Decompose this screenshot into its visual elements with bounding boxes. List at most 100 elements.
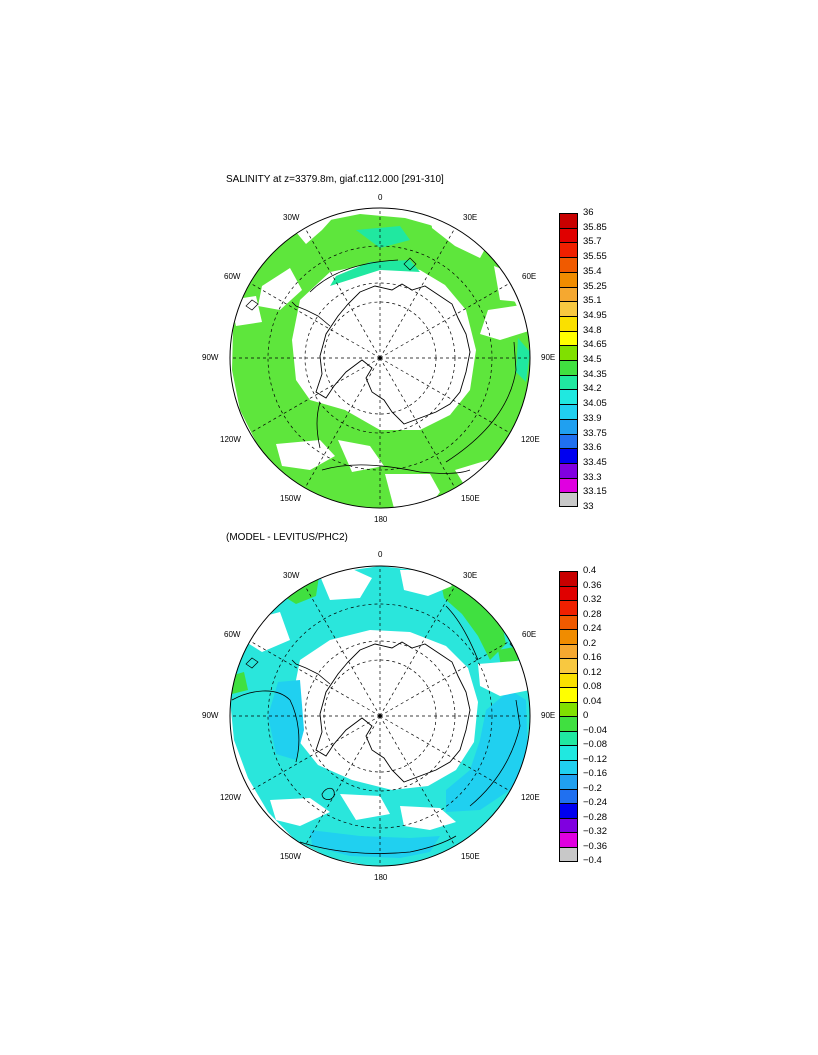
colorbar-tick-label: 0.08 [583, 681, 602, 692]
colorbar-swatch [559, 477, 578, 493]
contour-line [316, 401, 321, 449]
meridian-label-180: 180 [374, 873, 388, 882]
colorbar-swatch [559, 301, 578, 317]
contour-line [309, 259, 399, 293]
meridian-label-90e: 90E [541, 711, 556, 720]
meridian-label-60e: 60E [522, 630, 537, 639]
salinity-field [232, 214, 530, 508]
colorbar-swatch [559, 745, 578, 760]
meridian-label-150e: 150E [461, 494, 480, 503]
nodata-patch [340, 794, 390, 820]
meridian-label-0: 0 [378, 550, 383, 559]
meridian-label-60e: 60E [522, 272, 537, 281]
colorbar-tick-label: 35.7 [583, 236, 602, 248]
contour-line [445, 341, 517, 463]
meridian-label-60w: 60W [224, 272, 241, 281]
low-salinity-strip [330, 260, 420, 286]
colorbar-tick-label: −0.2 [583, 782, 602, 794]
meridian-label-60w: 60W [224, 630, 241, 639]
meridian-label-150e: 150E [461, 852, 480, 861]
colorbar-tick-label: 0.28 [583, 608, 602, 620]
colorbar-tick-label: 0.24 [583, 623, 602, 634]
colorbar-swatch [559, 730, 578, 746]
contour-line [445, 605, 479, 661]
colorbar-swatch [559, 614, 578, 630]
colorbar-tick-label: 34.95 [583, 309, 607, 321]
contour-line [469, 699, 521, 807]
colorbar-swatch [559, 492, 578, 508]
meridian-label-180: 180 [374, 515, 388, 524]
colorbar-swatch [559, 846, 578, 862]
colorbar-swatch [559, 832, 578, 847]
colorbar-swatch [559, 643, 578, 659]
antarctic-peninsula [291, 659, 331, 685]
colorbar-swatch [559, 462, 578, 479]
colorbar-tick-label: 0.12 [583, 666, 602, 678]
contour-line [321, 464, 471, 474]
colorbar-tick-label: 33.6 [583, 442, 602, 454]
colorbar-tick-label: 34.5 [583, 354, 602, 365]
colorbar-tick-label: 35.85 [583, 221, 607, 233]
colorbar-swatch [559, 227, 578, 243]
nodata-patch [480, 304, 530, 340]
colorbar-tick-label: 33.45 [583, 456, 607, 468]
island-outline [245, 657, 259, 669]
positive-diff-patch [440, 578, 506, 660]
colorbar-swatch [559, 448, 578, 464]
colorbar-swatch [559, 788, 578, 804]
colorbar-tick-label: −0.36 [583, 840, 608, 852]
colorbar-swatch [559, 418, 578, 434]
colorbar-tick-label: 33.9 [583, 412, 602, 424]
colorbar-tick-label: 0.04 [583, 695, 602, 707]
colorbar-tick-label: 0.36 [583, 579, 602, 591]
meridian-label-30w: 30W [283, 571, 300, 580]
colorbar-tick-label: −0.12 [583, 753, 608, 765]
colorbar-tick-label: 33 [583, 501, 594, 512]
colorbar-tick-label: −0.16 [583, 768, 608, 779]
colorbar-swatch [559, 803, 578, 818]
nodata-patch [320, 568, 372, 600]
antarctica-landmass [315, 283, 471, 425]
salinity-map [229, 207, 531, 509]
colorbar-tick-label: 33.15 [583, 486, 607, 498]
colorbar-swatch [559, 315, 578, 332]
colorbar-tick-label: 34.65 [583, 339, 607, 351]
nodata-patch [478, 660, 530, 696]
colorbar-swatch [559, 571, 578, 586]
difference-colorbar [559, 571, 578, 862]
colorbar-swatch [559, 672, 578, 688]
colorbar-swatch [559, 213, 578, 229]
colorbar-tick-label: 36 [583, 207, 594, 218]
meridian-label-0: 0 [378, 193, 383, 202]
colorbar-tick-label: 34.05 [583, 398, 607, 410]
colorbar-swatch [559, 716, 578, 731]
salinity-colorbar [559, 213, 578, 508]
colorbar-swatch [559, 658, 578, 673]
meridian-label-120e: 120E [521, 435, 540, 444]
colorbar-tick-label: 0.4 [583, 565, 597, 576]
antarctic-peninsula [291, 301, 331, 327]
colorbar-swatch [559, 774, 578, 789]
colorbar-tick-label: 35.4 [583, 265, 602, 277]
meridian-label-30w: 30W [283, 213, 300, 222]
colorbar-swatch [559, 389, 578, 405]
colorbar-tick-label: 34.35 [583, 368, 607, 380]
panel-2-title: (MODEL - LEVITUS/PHC2) [226, 532, 348, 543]
colorbar-swatch [559, 687, 578, 702]
low-salinity-strip [516, 338, 530, 382]
colorbar-tick-label: −0.32 [583, 826, 608, 837]
meridian-label-90e: 90E [541, 353, 556, 362]
colorbar-swatch [559, 271, 578, 287]
colorbar-swatch [559, 360, 578, 376]
colorbar-swatch [559, 404, 578, 420]
colorbar-tick-label: 35.55 [583, 251, 607, 263]
colorbar-tick-label: 0 [583, 710, 589, 721]
colorbar-tick-label: 34.8 [583, 324, 602, 336]
colorbar-swatch [559, 286, 578, 302]
negative-diff-patch [446, 690, 528, 812]
colorbar-swatch [559, 701, 578, 717]
nodata-patch [400, 806, 456, 830]
meridian-label-30e: 30E [463, 213, 478, 222]
colorbar-swatch [559, 600, 578, 615]
